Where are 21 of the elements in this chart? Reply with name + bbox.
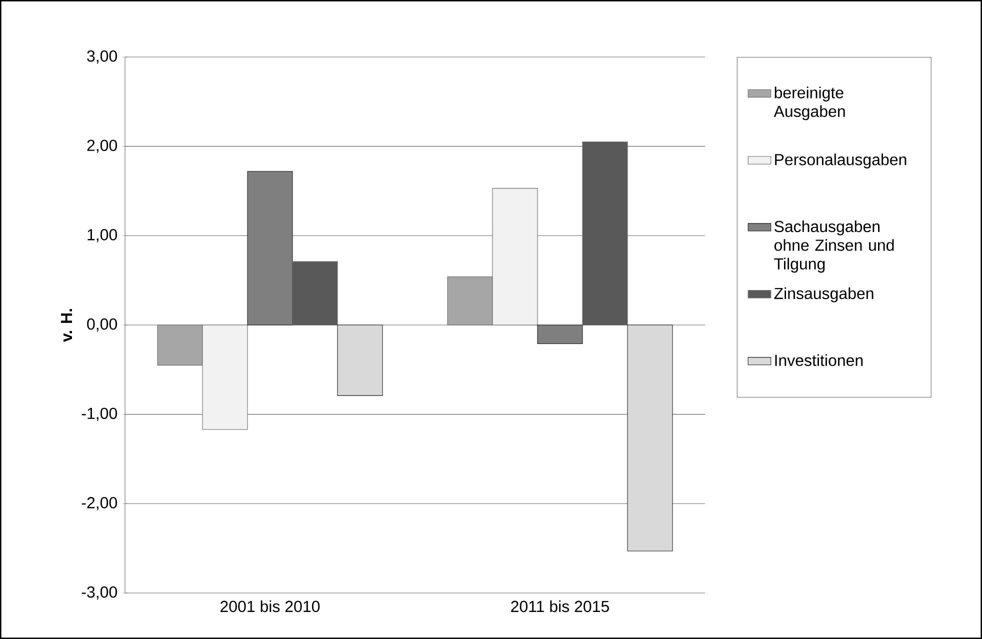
y-axis-title: v. H. [61,309,72,342]
y-tick-label: -1,00 [82,408,118,421]
legend-label: Personalausgaben [775,154,906,168]
y-tick-label: -3,00 [82,586,118,600]
legend-label: Sachausgaben ohne Zinsen und Tilgung [774,220,894,273]
y-tick-label: -2,00 [82,497,118,510]
x-tick-label: 2011 bis 2015 [511,600,609,612]
y-tick-label: 2,00 [87,140,118,153]
x-tick-label: 2001 bis 2010 [220,600,320,612]
y-tick-label: 1,00 [88,229,118,242]
y-tick-label: 0,00 [87,318,118,332]
bar [337,324,383,396]
y-tick-label: 3,00 [87,50,118,64]
bar [582,142,628,326]
bar [292,261,338,326]
bar [247,171,293,326]
legend-label: Investitionen [775,354,863,366]
bar [627,324,673,552]
legend-label: Zinsausgaben [774,287,874,302]
bar [537,324,583,344]
legend-label: bereinigte Ausgaben [774,86,845,120]
